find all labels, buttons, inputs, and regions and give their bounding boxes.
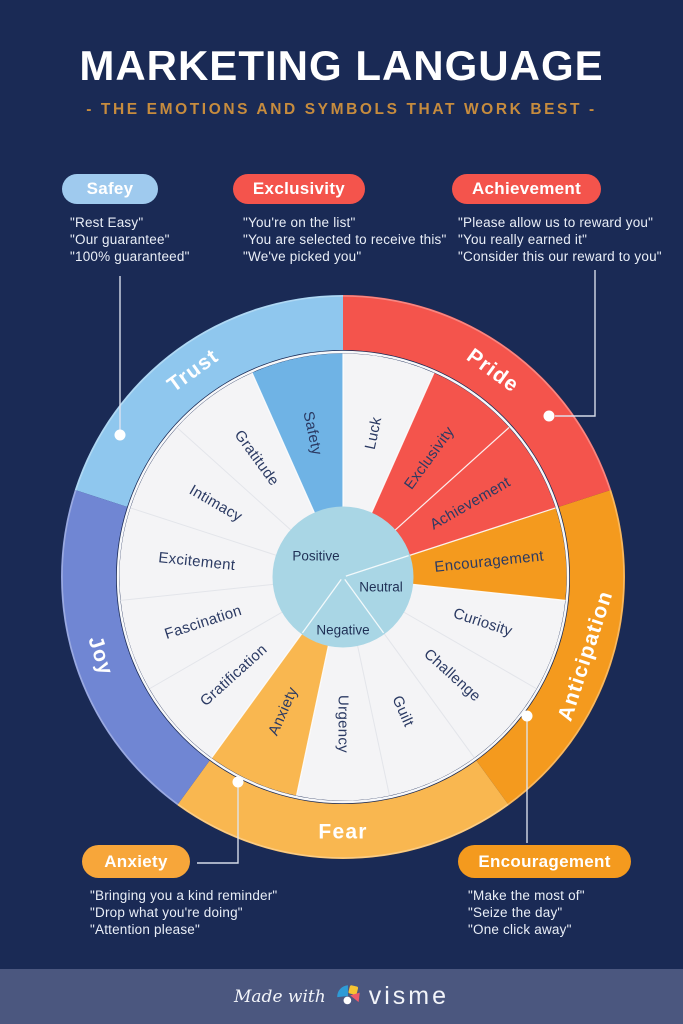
wheel-segment-luck bbox=[343, 353, 434, 514]
callout-pill-anxiety: Anxiety bbox=[82, 845, 190, 878]
quote-line: "Our guarantee" bbox=[70, 232, 170, 247]
wedge-divider bbox=[357, 645, 390, 796]
quote-line: "You are selected to receive this" bbox=[243, 232, 447, 247]
callout-quotes-safey: "Rest Easy" "Our guarantee" "100% guaran… bbox=[70, 214, 190, 265]
callout-quotes-achievement: "Please allow us to reward you" "You rea… bbox=[458, 214, 662, 265]
leader-dot-anxiety bbox=[232, 776, 244, 788]
callout-quotes-exclusivity: "You're on the list" "You are selected t… bbox=[243, 214, 447, 265]
leader-line-achievement bbox=[555, 270, 596, 417]
visme-logo-icon bbox=[336, 985, 360, 1005]
quote-line: "Bringing you a kind reminder" bbox=[90, 888, 278, 903]
wheel-segment-challenge bbox=[384, 612, 537, 758]
center-divider bbox=[301, 579, 342, 634]
callout-pill-safey: Safey bbox=[62, 174, 158, 204]
outer-arc-label-fear: Fear bbox=[318, 821, 367, 844]
wheel-segment-achievement bbox=[395, 427, 556, 556]
wedge-divider bbox=[211, 633, 303, 759]
quote-line: "Drop what you're doing" bbox=[90, 905, 243, 920]
center-label-positive: Positive bbox=[292, 549, 339, 564]
wheel-segment-fascination bbox=[120, 584, 283, 689]
leader-dot-achievement bbox=[543, 410, 555, 422]
wheel-segment-safety bbox=[252, 353, 343, 514]
wedge-divider bbox=[251, 372, 316, 514]
wheel-segment-curiosity bbox=[403, 584, 566, 689]
wedge-divider bbox=[383, 633, 475, 759]
wedge-divider bbox=[149, 611, 283, 690]
quote-line: "You're on the list" bbox=[243, 215, 356, 230]
wedge-divider bbox=[370, 372, 435, 514]
callout-pill-achievement: Achievement bbox=[452, 174, 601, 204]
wedge-divider bbox=[403, 611, 537, 690]
wheel-outer-arc-joy bbox=[60, 489, 210, 806]
wheel-segment-guilt bbox=[357, 633, 475, 796]
wheel-segment-urgency bbox=[296, 645, 390, 801]
wedge-divider bbox=[176, 427, 292, 531]
wedge-divider bbox=[394, 427, 510, 531]
wheel-outer-arc-fear bbox=[177, 760, 509, 860]
callout-pill-encouragement: Encouragement bbox=[458, 845, 631, 878]
callout-quotes-anxiety: "Bringing you a kind reminder" "Drop wha… bbox=[90, 887, 277, 938]
leader-line-anxiety bbox=[197, 782, 239, 864]
footer-band: Made with visme bbox=[0, 969, 683, 1024]
ring-gap-arc bbox=[116, 350, 570, 804]
wheel-center-circle bbox=[272, 506, 414, 648]
wheel-segment-excitement bbox=[119, 507, 277, 601]
quote-line: "We've picked you" bbox=[243, 249, 362, 264]
wheel-segment-anxiety bbox=[211, 633, 329, 796]
wedge-label-urgency: Urgency bbox=[335, 695, 352, 753]
wedge-divider bbox=[409, 507, 556, 556]
wheel-outer-arc-trust bbox=[74, 295, 344, 507]
wheel-segment-gratification bbox=[149, 612, 302, 758]
wheel-outer-arc-anticipation bbox=[476, 489, 626, 806]
center-divider bbox=[345, 555, 409, 577]
quote-line: "Rest Easy" bbox=[70, 215, 144, 230]
wheel-segment-encouragement bbox=[409, 507, 567, 601]
wheel-outer-arc-pride bbox=[343, 295, 612, 507]
leader-dot-encouragement bbox=[521, 710, 533, 722]
center-label-negative: Negative bbox=[316, 623, 369, 638]
visme-wordmark: visme bbox=[368, 982, 449, 1010]
wheel-segment-gratitude bbox=[176, 372, 315, 531]
center-divider bbox=[344, 579, 385, 634]
wedge-divider bbox=[295, 645, 330, 796]
quote-line: "Consider this our reward to you" bbox=[458, 249, 662, 264]
quote-line: "One click away" bbox=[468, 922, 572, 937]
center-label-neutral: Neutral bbox=[359, 580, 403, 595]
quote-line: "You really earned it" bbox=[458, 232, 588, 247]
page-subtitle: - THE EMOTIONS AND SYMBOLS THAT WORK BES… bbox=[86, 101, 597, 118]
wheel-segment-exclusivity bbox=[371, 372, 510, 531]
quote-line: "Please allow us to reward you" bbox=[458, 215, 654, 230]
callout-pill-exclusivity: Exclusivity bbox=[233, 174, 365, 204]
callout-quotes-encouragement: "Make the most of" "Seize the day" "One … bbox=[468, 887, 585, 938]
wedge-divider bbox=[412, 583, 566, 601]
wheel-segment-intimacy bbox=[130, 427, 291, 556]
made-with-label: Made with bbox=[234, 986, 326, 1007]
wheel-outer-rim bbox=[61, 295, 625, 859]
wedge-divider bbox=[130, 507, 277, 556]
quote-line: "Seize the day" bbox=[468, 905, 563, 920]
wedge-label-luck: Luck bbox=[362, 415, 386, 451]
quote-line: "Attention please" bbox=[90, 922, 201, 937]
wedge-divider bbox=[120, 583, 274, 601]
quote-line: "100% guaranteed" bbox=[70, 249, 190, 264]
quote-line: "Make the most of" bbox=[468, 888, 585, 903]
leader-dot-safey bbox=[114, 429, 126, 441]
page-title: MARKETING LANGUAGE bbox=[79, 42, 604, 89]
